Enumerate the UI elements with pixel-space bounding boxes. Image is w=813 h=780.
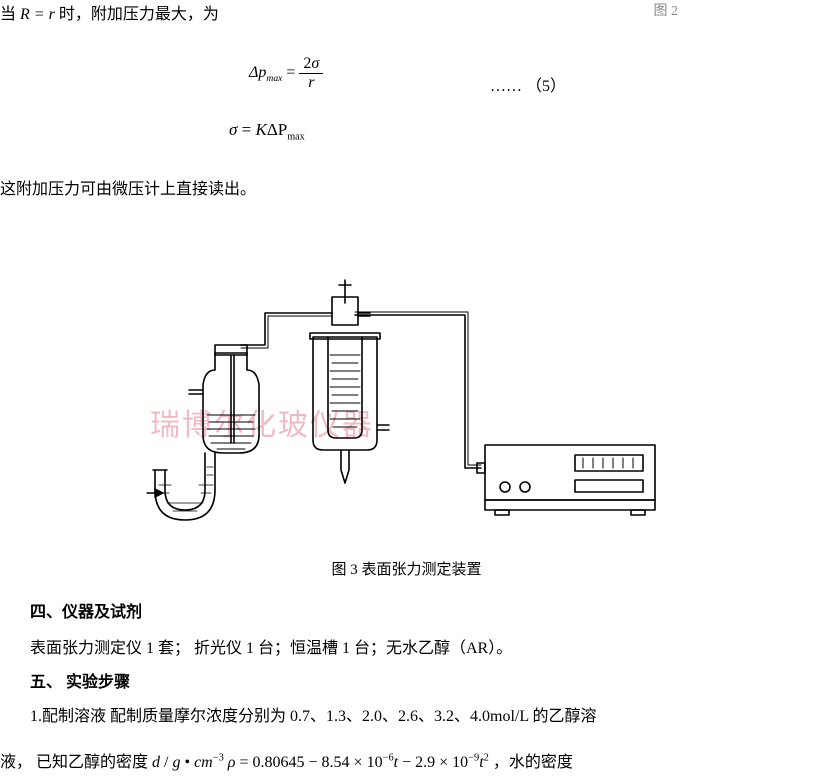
section-4-body: 表面张力测定仪 1 套； 折光仪 1 台；恒温槽 1 台；无水乙醇（AR）。 xyxy=(30,634,512,658)
l2-slash: / xyxy=(160,754,172,771)
intro-pre: 当 xyxy=(0,6,20,23)
l2-d: d xyxy=(152,754,160,771)
equation-sigma: σ = KΔPmax xyxy=(0,120,813,142)
l2-dot: • xyxy=(180,754,194,771)
section-5-body-line2: 液， 已知乙醇的密度 d / g • cm−3 ρ = 0.80645 − 8.… xyxy=(0,748,800,778)
l2-x2: × xyxy=(435,754,452,771)
l2-exp1: −6 xyxy=(383,753,394,764)
l2-m2: − xyxy=(398,754,415,771)
eq1-lhs: Δpmax xyxy=(249,64,282,81)
apparatus-svg xyxy=(145,275,665,535)
l2-x1: × xyxy=(350,754,367,771)
intro-post: 时，附加压力最大，为 xyxy=(55,6,219,23)
section-5-title: 五、 实验步骤 xyxy=(30,668,130,692)
eq1-fraction: 2σ r xyxy=(299,55,323,92)
apparatus-figure xyxy=(145,275,665,535)
l2-a: 液， 已知乙醇的密度 xyxy=(0,754,152,771)
fig3-caption: 图 3 表面张力测定装置 xyxy=(0,558,813,579)
l2-end: ，水的密度 xyxy=(489,754,573,771)
eq1-tag: …… （5） xyxy=(490,72,566,96)
eq2-K: K xyxy=(255,120,266,139)
l2-m1: − xyxy=(305,754,322,771)
eq1-equals: = xyxy=(286,64,299,81)
l2-ten1: 10 xyxy=(367,754,383,771)
intro-line: 当 R = r 时，附加压力最大，为 xyxy=(0,0,813,24)
intro-math: R = r xyxy=(20,6,55,23)
section-5-body-line1: 1.配制溶液 配制质量摩尔浓度分别为 0.7、1.3、2.0、2.6、3.2、4… xyxy=(30,702,790,732)
l2-cmexp: −3 xyxy=(213,753,224,764)
l2-c0: 0.80645 xyxy=(253,754,305,771)
fig2-label: 图 2 xyxy=(654,0,679,20)
l2-exp2: −9 xyxy=(468,753,479,764)
l2-cm: cm xyxy=(194,754,213,771)
l2-ten2: 10 xyxy=(452,754,468,771)
l2-c1: 8.54 xyxy=(322,754,350,771)
eq2-sigma: σ xyxy=(229,120,237,139)
section-4-title: 四、仪器及试剂 xyxy=(30,598,142,622)
page: 图 2 当 R = r 时，附加压力最大，为 Δpmax = 2σ r …… （… xyxy=(0,0,813,780)
note-line: 这附加压力可由微压计上直接读出。 xyxy=(0,175,256,199)
l2-c2: 2.9 xyxy=(415,754,435,771)
eq2-dP: ΔPmax xyxy=(267,120,305,139)
equation-5: Δpmax = 2σ r xyxy=(0,55,813,92)
l2-eq: = xyxy=(235,754,252,771)
eq2-equals: = xyxy=(242,120,256,139)
